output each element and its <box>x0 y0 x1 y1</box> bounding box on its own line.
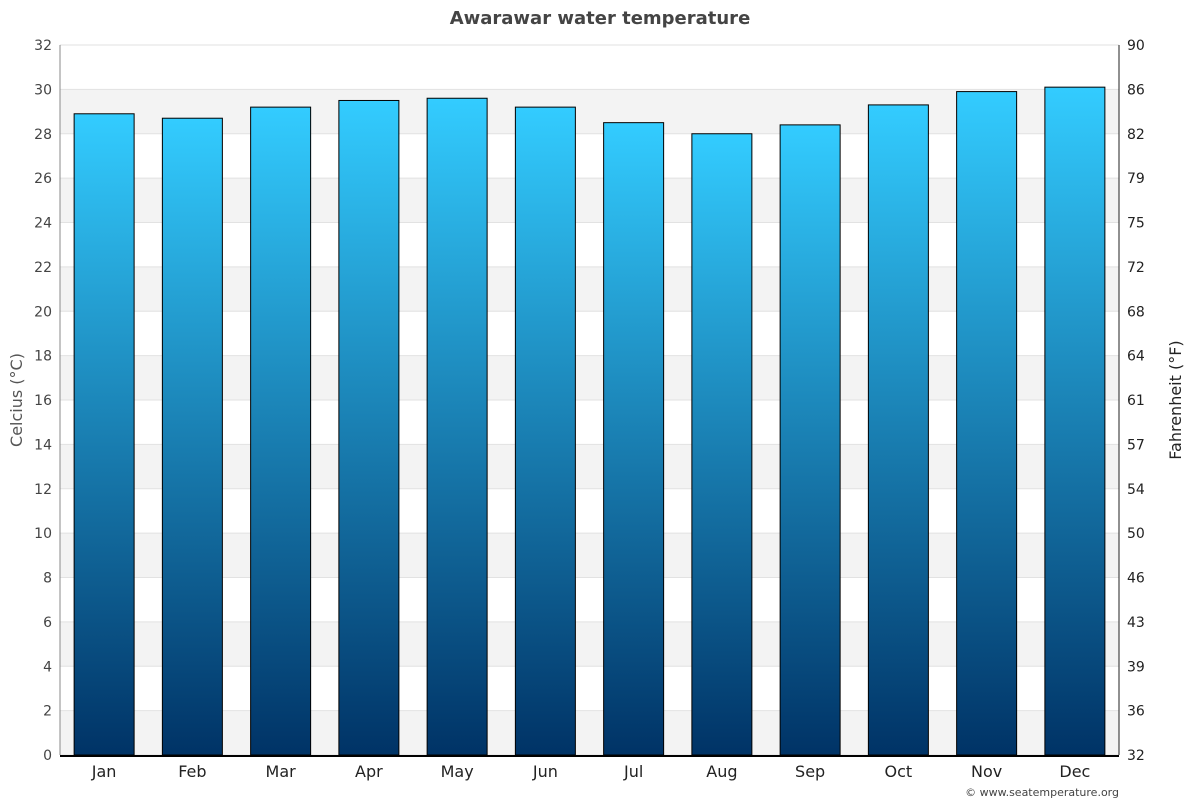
bar-dec <box>1044 86 1106 756</box>
y-tick-label-right: 75 <box>1127 216 1145 232</box>
x-tick-label: Oct <box>885 762 913 781</box>
grid-band <box>60 400 1119 445</box>
y-tick-label-left: 22 <box>34 260 52 276</box>
y-tick-label-right: 79 <box>1127 171 1145 187</box>
y-tick-label-left: 2 <box>43 704 52 720</box>
y-tick-label-right: 90 <box>1127 38 1145 54</box>
grid-band <box>60 666 1119 711</box>
y-tick-label-right: 64 <box>1127 349 1145 365</box>
y-tick-label-left: 28 <box>34 127 52 143</box>
credit: © www.seatemperature.org <box>965 786 1119 799</box>
y-tick-label-right: 86 <box>1127 82 1145 98</box>
y-tick-label-left: 0 <box>43 748 52 764</box>
y-tick-label-left: 30 <box>34 82 52 98</box>
y-tick-label-left: 16 <box>34 393 52 409</box>
y-tick-label-right: 32 <box>1127 748 1145 764</box>
y-tick-label-right: 50 <box>1127 526 1145 542</box>
grid-band <box>60 577 1119 622</box>
grid-band <box>60 621 1119 667</box>
bar-may <box>426 97 488 756</box>
grid-band <box>60 710 1119 755</box>
y-tick-label-left: 12 <box>34 482 52 498</box>
x-tick-label: Jan <box>91 762 117 781</box>
y-tick-label-right: 57 <box>1127 437 1145 453</box>
y-tick-label-left: 10 <box>34 526 52 542</box>
grid-band <box>60 355 1119 400</box>
grid-band <box>60 133 1119 179</box>
y-tick-label-right: 36 <box>1127 704 1145 720</box>
y-tick-label-right: 82 <box>1127 127 1145 143</box>
bar-mar <box>250 106 312 756</box>
x-tick-label: Jul <box>623 762 643 781</box>
x-tick-label: May <box>441 762 474 781</box>
y-axis-label-left: Celcius (°C) <box>7 353 26 447</box>
y-tick-label-right: 39 <box>1127 659 1145 675</box>
y-tick-label-left: 24 <box>34 216 52 232</box>
bar-jul <box>603 122 665 756</box>
x-tick-label: Jun <box>532 762 558 781</box>
y-tick-label-left: 14 <box>34 437 52 453</box>
x-tick-label: Dec <box>1059 762 1090 781</box>
x-tick-label: Mar <box>266 762 297 781</box>
y-tick-label-left: 6 <box>43 615 52 631</box>
x-tick-label: Nov <box>971 762 1002 781</box>
bar-oct <box>867 104 929 756</box>
x-tick-label: Aug <box>706 762 737 781</box>
grid-band <box>60 311 1119 356</box>
x-tick-label: Apr <box>355 762 383 781</box>
bar-jan <box>73 113 135 756</box>
grid-band <box>60 178 1119 223</box>
y-tick-label-right: 61 <box>1127 393 1145 409</box>
y-tick-label-left: 8 <box>43 571 52 587</box>
x-tick-label: Feb <box>178 762 206 781</box>
y-tick-label-right: 72 <box>1127 260 1145 276</box>
bar-sep <box>779 124 841 756</box>
grid-band <box>60 222 1119 267</box>
y-tick-label-right: 46 <box>1127 571 1145 587</box>
grid-band <box>60 89 1119 134</box>
x-tick-label: Sep <box>795 762 825 781</box>
y-tick-label-right: 68 <box>1127 304 1145 320</box>
y-tick-label-right: 54 <box>1127 482 1145 498</box>
grid-band <box>60 533 1119 578</box>
chart-title: Awarawar water temperature <box>450 8 751 29</box>
bar-feb <box>161 117 223 756</box>
grid-band <box>60 45 1119 90</box>
bar-apr <box>338 99 400 756</box>
y-tick-label-left: 32 <box>34 38 52 54</box>
grid-band <box>60 266 1119 312</box>
y-axis-label-right: Fahrenheit (°F) <box>1166 340 1185 459</box>
bar-jun <box>514 106 576 756</box>
y-tick-label-left: 18 <box>34 349 52 365</box>
y-tick-label-right: 43 <box>1127 615 1145 631</box>
bar-aug <box>691 133 753 756</box>
bar-nov <box>956 91 1018 756</box>
grid-band <box>60 488 1119 534</box>
y-tick-label-left: 20 <box>34 304 52 320</box>
grid-band <box>60 444 1119 489</box>
y-tick-label-left: 4 <box>43 659 52 675</box>
y-tick-label-left: 26 <box>34 171 52 187</box>
